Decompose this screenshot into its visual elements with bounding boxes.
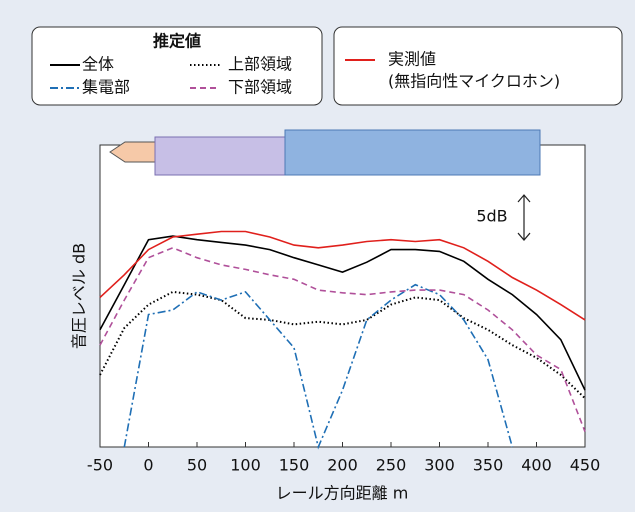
train-illustration [110,130,540,175]
page: 推定値 (無指向性マイクロホン) 音圧レベル dB レール方向距離 m 5dB … [0,0,635,512]
chart: 推定値 (無指向性マイクロホン) 音圧レベル dB レール方向距離 m 5dB … [0,0,635,512]
legend-note: (無指向性マイクロホン) [388,72,560,91]
x-tick-label: 250 [376,456,407,475]
x-axis-label: レール方向距離 m [276,484,409,503]
scale-bar-label: 5dB [476,207,507,226]
x-tick-label: 450 [570,456,601,475]
x-tick-label: 150 [279,456,310,475]
x-tick-label: 50 [187,456,207,475]
x-tick-label: -50 [87,456,113,475]
legend-label: 全体 [82,55,114,74]
legend-label: 上部領域 [228,55,292,74]
x-tick-label: 350 [473,456,504,475]
x-tick-label: 400 [521,456,552,475]
x-tick-label: 300 [424,456,455,475]
legend-box [334,27,622,105]
legend-label: 下部領域 [228,78,292,97]
train-car [285,130,540,175]
x-tick-label: 0 [143,456,153,475]
legend-label: 実測値 [388,50,436,69]
x-tick-label: 200 [327,456,358,475]
legend-label: 集電部 [82,78,130,97]
x-tick-label: 100 [230,456,261,475]
train-car [155,137,285,175]
plot-area [100,145,585,447]
legend-title: 推定値 [153,32,201,51]
y-axis-label: 音圧レベル dB [70,243,89,349]
